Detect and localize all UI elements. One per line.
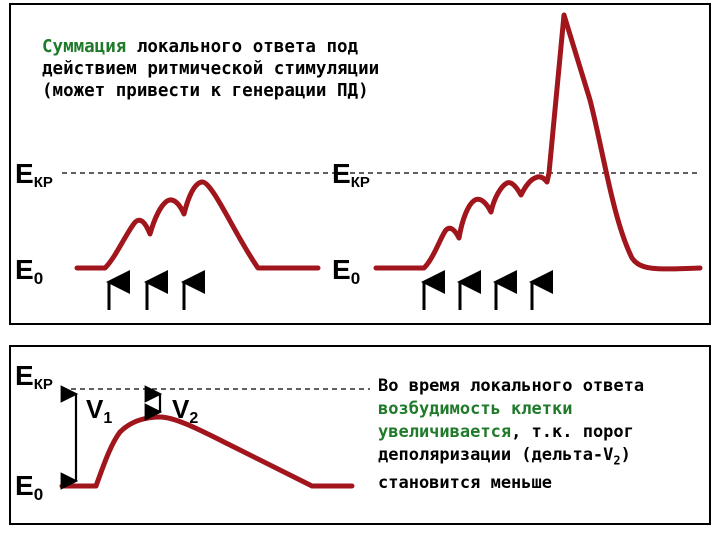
v1-label: V1 xyxy=(86,394,112,427)
summation-curve-left xyxy=(74,179,321,271)
summation-curve-right xyxy=(373,12,703,272)
caption-highlight: Суммация xyxy=(42,37,127,57)
local-response-curve xyxy=(59,414,355,489)
v2-label: V2 xyxy=(172,394,198,427)
ekr-label-bottom: EКР xyxy=(15,360,53,393)
e0-label-top-left: E0 xyxy=(15,254,43,288)
e0-label-bottom: E0 xyxy=(15,470,43,504)
e0-label-top-right: E0 xyxy=(332,254,360,288)
explanation-part-1: Во время локального ответа xyxy=(378,376,645,396)
explanation-text: Во время локального ответа возбудимость … xyxy=(378,375,708,495)
explanation-subscript: 2 xyxy=(613,453,621,468)
explanation-part-5: ) становится меньше xyxy=(378,445,631,494)
explanation-highlight: возбудимость клетки увеличивается xyxy=(378,399,573,442)
ekr-label-top-right: EКР xyxy=(332,158,370,191)
explanation-part-3: , т.к. порог деполяризации (дельта-V xyxy=(378,422,634,465)
caption-rest: локального ответа под действием ритмичес… xyxy=(42,37,380,101)
caption-text: Суммация локального ответа под действием… xyxy=(42,36,402,102)
bottom-panel xyxy=(9,345,711,525)
ekr-label-top-left: EКР xyxy=(15,158,53,191)
